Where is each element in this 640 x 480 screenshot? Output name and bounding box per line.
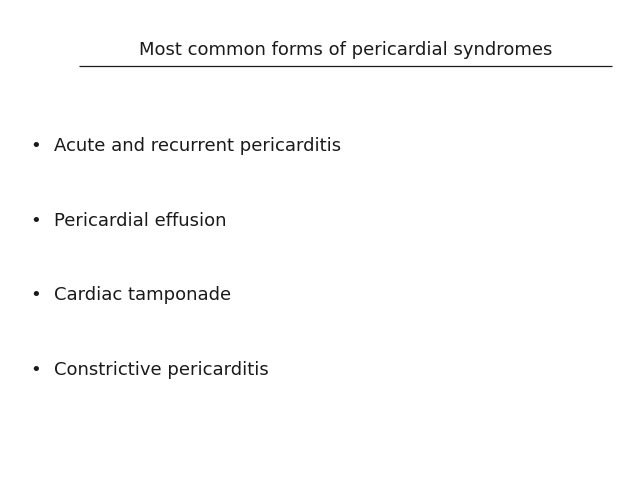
Text: Pericardial effusion: Pericardial effusion [54,212,227,230]
Text: •: • [30,212,40,230]
Text: Constrictive pericarditis: Constrictive pericarditis [54,360,269,379]
Text: •: • [30,286,40,304]
Text: Cardiac tamponade: Cardiac tamponade [54,286,232,304]
Text: Most common forms of pericardial syndromes: Most common forms of pericardial syndrom… [139,41,552,60]
Text: •: • [30,360,40,379]
Text: •: • [30,137,40,156]
Text: Acute and recurrent pericarditis: Acute and recurrent pericarditis [54,137,342,156]
